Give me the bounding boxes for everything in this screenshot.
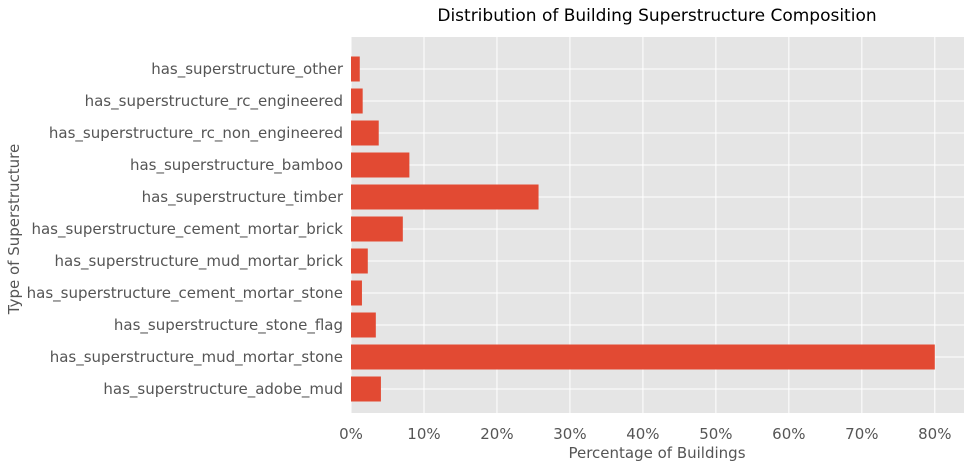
bar-has-superstructure-cement-mortar-stone bbox=[351, 280, 362, 306]
bar-has-superstructure-adobe-mud bbox=[351, 376, 381, 402]
y-tick-label: has_superstructure_mud_mortar_brick bbox=[55, 252, 344, 271]
bar-has-superstructure-bamboo bbox=[351, 152, 410, 178]
bar-has-superstructure-mud-mortar-brick bbox=[351, 248, 368, 274]
x-tick-label: 30% bbox=[553, 425, 586, 443]
y-tick-label: has_superstructure_stone_flag bbox=[114, 316, 343, 335]
y-tick-label: has_superstructure_mud_mortar_stone bbox=[50, 348, 343, 367]
chart-title: Distribution of Building Superstructure … bbox=[437, 6, 876, 26]
y-tick-label: has_superstructure_rc_non_engineered bbox=[49, 124, 343, 143]
x-axis-title: Percentage of Buildings bbox=[568, 444, 745, 462]
x-tick-label: 70% bbox=[845, 425, 878, 443]
y-axis-title: Type of Superstructure bbox=[5, 144, 23, 315]
bar-has-superstructure-cement-mortar-brick bbox=[351, 216, 403, 242]
bar-has-superstructure-other bbox=[351, 56, 360, 82]
bar-has-superstructure-rc-non-engineered bbox=[351, 120, 379, 146]
x-tick-label: 60% bbox=[772, 425, 805, 443]
y-tick-label: has_superstructure_rc_engineered bbox=[85, 92, 343, 111]
y-tick-label: has_superstructure_cement_mortar_brick bbox=[31, 220, 343, 239]
x-tick-label: 10% bbox=[407, 425, 440, 443]
bar-has-superstructure-timber bbox=[351, 184, 539, 210]
x-tick-label: 80% bbox=[918, 425, 951, 443]
y-tick-label: has_superstructure_cement_mortar_stone bbox=[27, 284, 343, 303]
x-tick-label: 40% bbox=[626, 425, 659, 443]
y-tick-labels: has_superstructure_adobe_mud has_superstr… bbox=[27, 60, 344, 399]
bar-has-superstructure-rc-engineered bbox=[351, 88, 363, 114]
y-tick-label: has_superstructure_other bbox=[151, 60, 344, 79]
y-tick-label: has_superstructure_adobe_mud bbox=[103, 380, 343, 399]
bar-has-superstructure-stone-flag bbox=[351, 312, 376, 338]
x-tick-label: 50% bbox=[699, 425, 732, 443]
y-tick-label: has_superstructure_bamboo bbox=[130, 156, 343, 175]
x-tick-labels: 0% 10% 20% 30% 40% 50% 60% 70% 80% bbox=[339, 425, 951, 443]
x-tick-label: 0% bbox=[339, 425, 363, 443]
bars bbox=[351, 56, 935, 402]
bar-has-superstructure-mud-mortar-stone bbox=[351, 344, 935, 370]
x-tick-label: 20% bbox=[480, 425, 513, 443]
y-tick-label: has_superstructure_timber bbox=[142, 188, 344, 207]
